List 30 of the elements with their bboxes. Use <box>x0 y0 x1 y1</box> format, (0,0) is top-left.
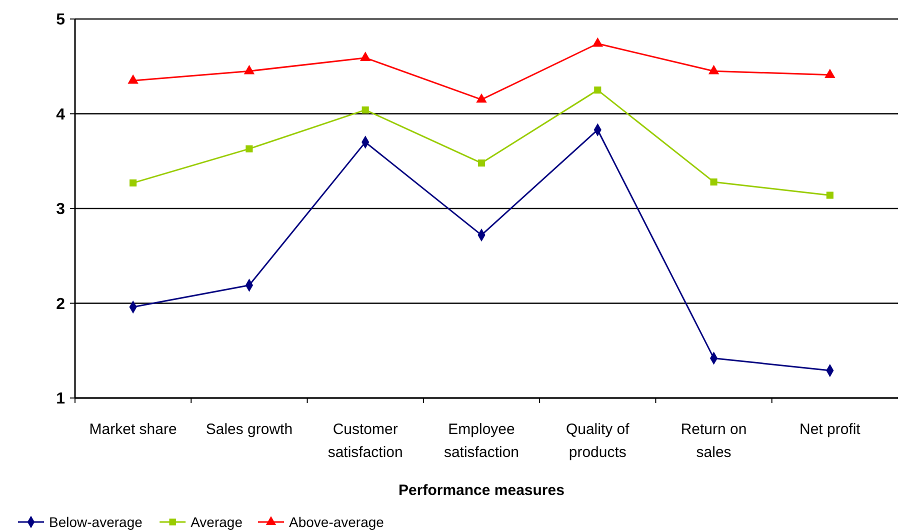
x-tick-label: Sales growth <box>206 421 293 438</box>
point <box>244 64 255 74</box>
point <box>592 37 604 47</box>
point <box>362 106 369 114</box>
x-tick-label: Quality of products <box>566 421 630 461</box>
x-tick-label: Net profit <box>800 421 862 438</box>
point <box>130 179 137 186</box>
x-tick-label: Employee satisfaction <box>444 421 520 461</box>
point <box>246 145 253 152</box>
y-tick-label: 5 <box>56 12 66 29</box>
legend-label: Above-average <box>289 514 384 530</box>
y-tick-label: 2 <box>56 296 66 313</box>
y-tick-label: 3 <box>56 201 66 218</box>
y-tick-label: 1 <box>56 390 66 408</box>
point <box>826 192 834 199</box>
point <box>824 68 836 78</box>
point <box>594 86 602 94</box>
x-tick-label: Market share <box>89 421 177 438</box>
x-axis-title: Performance measures <box>398 482 564 499</box>
y-tick-label: 4 <box>56 106 66 124</box>
x-tick-label: Return on sales <box>680 421 747 461</box>
legend-label: Below-average <box>49 514 143 530</box>
point <box>128 74 138 84</box>
point <box>476 93 487 103</box>
legend-label: Average <box>190 514 243 530</box>
point <box>710 178 718 186</box>
point <box>478 159 486 167</box>
point <box>708 64 720 74</box>
x-tick-label: Customer satisfaction <box>328 421 403 461</box>
point <box>360 52 371 61</box>
